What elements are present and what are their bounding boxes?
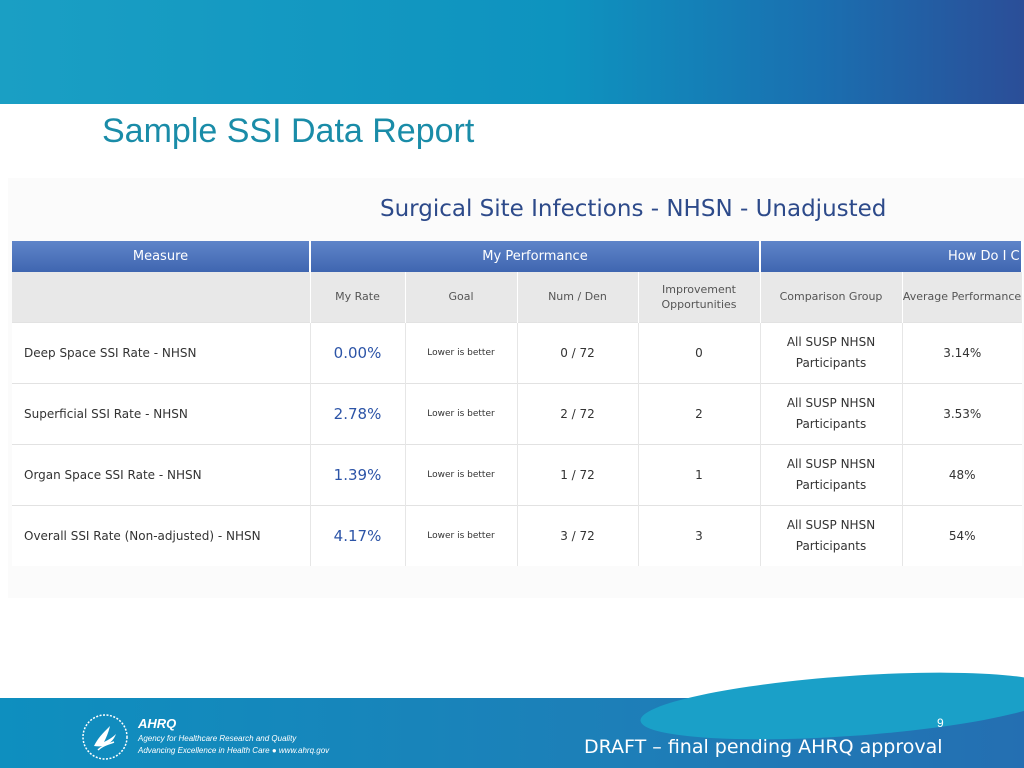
slide-title: Sample SSI Data Report — [102, 112, 475, 150]
column-header-row: My Rate Goal Num / Den Improvement Oppor… — [12, 272, 1023, 322]
my-rate-cell: 1.39% — [310, 443, 406, 505]
group-header-row: Measure My Performance How Do I C — [12, 241, 1023, 272]
goal-cell: Lower is better — [405, 504, 518, 566]
page-number: 9 — [937, 716, 944, 730]
report-panel: Surgical Site Infections - NHSN - Unadju… — [8, 178, 1024, 598]
measure-cell: Deep Space SSI Rate - NHSN — [12, 321, 311, 383]
measure-cell: Superficial SSI Rate - NHSN — [12, 382, 311, 444]
table-row: Deep Space SSI Rate - NHSN 0.00% Lower i… — [12, 321, 1022, 383]
table-row: Organ Space SSI Rate - NHSN 1.39% Lower … — [12, 443, 1022, 505]
num-den-cell: 3 / 72 — [517, 504, 639, 566]
num-den-cell: 2 / 72 — [517, 382, 639, 444]
hhs-eagle-seal-icon — [82, 714, 128, 760]
column-header-blank — [12, 272, 311, 322]
my-rate-cell: 4.17% — [310, 504, 406, 566]
goal-cell: Lower is better — [405, 443, 518, 505]
comparison-group-cell: All SUSP NHSN Participants — [760, 443, 903, 505]
column-header-comparison-group: Comparison Group — [760, 272, 903, 322]
agency-tagline: Advancing Excellence in Health Care ● ww… — [138, 746, 330, 755]
average-performance-cell: 54% — [902, 504, 1022, 566]
ssi-data-table: Measure My Performance How Do I C My Rat… — [12, 241, 1023, 566]
measure-cell: Overall SSI Rate (Non-adjusted) - NHSN — [12, 504, 311, 566]
group-header-measure: Measure — [12, 241, 311, 272]
comparison-group-cell: All SUSP NHSN Participants — [760, 382, 903, 444]
improvement-cell: 2 — [638, 382, 761, 444]
column-header-average-performance: Average Performance — [902, 272, 1023, 322]
table-row: Overall SSI Rate (Non-adjusted) - NHSN 4… — [12, 504, 1022, 566]
draft-notice: DRAFT – final pending AHRQ approval — [584, 736, 943, 758]
goal-cell: Lower is better — [405, 382, 518, 444]
my-rate-cell: 0.00% — [310, 321, 406, 383]
group-header-my-performance: My Performance — [310, 241, 761, 272]
measure-cell: Organ Space SSI Rate - NHSN — [12, 443, 311, 505]
column-header-improvement: Improvement Opportunities — [638, 272, 761, 322]
comparison-group-cell: All SUSP NHSN Participants — [760, 504, 903, 566]
my-rate-cell: 2.78% — [310, 382, 406, 444]
table-row: Superficial SSI Rate - NHSN 2.78% Lower … — [12, 382, 1022, 444]
num-den-cell: 0 / 72 — [517, 321, 639, 383]
report-title: Surgical Site Infections - NHSN - Unadju… — [380, 196, 887, 222]
group-header-how-do-i-compare: How Do I C — [760, 241, 1023, 272]
comparison-group-cell: All SUSP NHSN Participants — [760, 321, 903, 383]
improvement-cell: 3 — [638, 504, 761, 566]
column-header-num-den: Num / Den — [517, 272, 639, 322]
goal-cell: Lower is better — [405, 321, 518, 383]
average-performance-cell: 3.14% — [902, 321, 1022, 383]
average-performance-cell: 3.53% — [902, 382, 1022, 444]
average-performance-cell: 48% — [902, 443, 1022, 505]
num-den-cell: 1 / 72 — [517, 443, 639, 505]
agency-name: Agency for Healthcare Research and Quali… — [138, 734, 297, 743]
improvement-cell: 1 — [638, 443, 761, 505]
column-header-my-rate: My Rate — [310, 272, 406, 322]
improvement-cell: 0 — [638, 321, 761, 383]
column-header-goal: Goal — [405, 272, 518, 322]
top-header-band — [0, 0, 1024, 104]
ahrq-wordmark: AHRQ — [138, 716, 177, 731]
